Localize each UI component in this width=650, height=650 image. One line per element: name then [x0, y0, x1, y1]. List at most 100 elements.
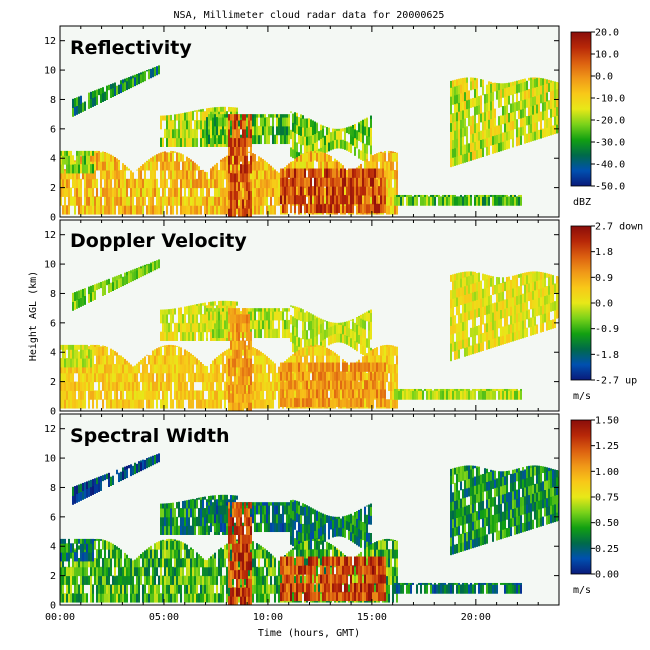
- radar-cell: [374, 161, 376, 171]
- radar-cell: [364, 118, 366, 127]
- radar-cell: [346, 177, 348, 187]
- radar-cell: [226, 349, 228, 356]
- radar-cell: [138, 267, 140, 270]
- radar-cell: [146, 264, 148, 275]
- radar-cell: [246, 393, 248, 403]
- radar-cell: [90, 390, 92, 400]
- radar-cell: [340, 380, 342, 390]
- radar-cell: [380, 346, 382, 356]
- radar-cell: [170, 390, 172, 400]
- radar-cell: [452, 388, 454, 391]
- radar-cell: [270, 359, 272, 365]
- radar-cell: [310, 388, 312, 399]
- radar-cell: [330, 132, 332, 142]
- radar-cell: [474, 77, 476, 81]
- radar-cell: [188, 111, 190, 121]
- radar-cell: [172, 196, 174, 206]
- radar-cell: [92, 363, 94, 374]
- radar-cell: [430, 196, 432, 206]
- radar-cell: [66, 150, 68, 156]
- radar-cell: [472, 291, 474, 302]
- radar-cell: [488, 119, 490, 129]
- radar-cell: [534, 316, 536, 326]
- radar-cell: [256, 381, 258, 391]
- radar-cell: [206, 322, 208, 333]
- radar-cell: [242, 120, 244, 130]
- radar-cell: [478, 113, 480, 124]
- radar-cell: [520, 388, 522, 391]
- radar-cell: [530, 317, 532, 327]
- radar-cell: [460, 101, 462, 112]
- radar-cell: [488, 110, 490, 120]
- radar-cell: [84, 178, 86, 189]
- radar-cell: [286, 125, 288, 136]
- radar-cell: [456, 323, 458, 333]
- radar-cell: [160, 399, 162, 409]
- radar-cell: [422, 194, 424, 197]
- radar-cell: [254, 319, 256, 330]
- radar-cell: [512, 129, 514, 139]
- radar-cell: [496, 388, 498, 391]
- radar-cell: [200, 169, 202, 180]
- radar-cell: [116, 85, 118, 96]
- radar-cell: [320, 362, 322, 372]
- radar-cell: [84, 187, 86, 197]
- radar-cell: [510, 388, 512, 391]
- radar-cell: [98, 150, 100, 153]
- radar-cell: [228, 114, 230, 121]
- radar-cell: [164, 128, 166, 139]
- radar-cell: [146, 205, 148, 215]
- radar-cell: [298, 194, 300, 205]
- radar-cell: [456, 196, 458, 206]
- radar-cell: [336, 161, 338, 171]
- radar-cell: [514, 81, 516, 86]
- radar-cell: [152, 261, 154, 263]
- radar-cell: [220, 399, 222, 409]
- radar-cell: [70, 372, 72, 383]
- radar-cell: [530, 326, 532, 336]
- radar-cell: [394, 178, 396, 189]
- radar-cell: [484, 111, 486, 122]
- radar-cell: [166, 363, 168, 374]
- radar-cell: [518, 294, 520, 305]
- radar-cell: [190, 169, 192, 180]
- radar-cell: [316, 152, 318, 162]
- radar-cell: [392, 169, 394, 180]
- radar-cell: [86, 381, 88, 391]
- radar-cell: [364, 372, 366, 383]
- radar-cell: [362, 319, 364, 329]
- radar-cell: [306, 338, 308, 349]
- radar-cell: [122, 82, 124, 93]
- radar-cell: [378, 397, 380, 408]
- radar-cell: [524, 275, 526, 285]
- radar-cell: [326, 371, 328, 381]
- radar-cell: [334, 177, 336, 187]
- radar-cell: [414, 388, 416, 391]
- radar-cell: [326, 388, 328, 399]
- radar-cell: [452, 95, 454, 105]
- radar-cell: [306, 203, 308, 214]
- radar-cell: [264, 328, 266, 339]
- radar-cell: [262, 178, 264, 189]
- radar-cell: [470, 283, 472, 294]
- radar-cell: [352, 397, 354, 408]
- radar-cell: [176, 372, 178, 383]
- radar-cell: [216, 381, 218, 391]
- radar-cell: [214, 363, 216, 374]
- radar-cell: [510, 332, 512, 343]
- radar-cell: [304, 187, 306, 197]
- radar-cell: [338, 380, 340, 390]
- radar-cell: [464, 329, 466, 340]
- radar-cell: [104, 91, 106, 101]
- radar-cell: [322, 161, 324, 171]
- radar-cell: [492, 194, 494, 197]
- radar-cell: [182, 169, 184, 180]
- radar-cell: [330, 380, 332, 390]
- radar-cell: [300, 371, 302, 381]
- radar-cell: [236, 155, 238, 165]
- radar-cell: [250, 349, 252, 359]
- radar-cell: [76, 169, 78, 180]
- radar-cell: [98, 196, 100, 206]
- radar-cell: [362, 186, 364, 196]
- radar-cell: [170, 161, 172, 171]
